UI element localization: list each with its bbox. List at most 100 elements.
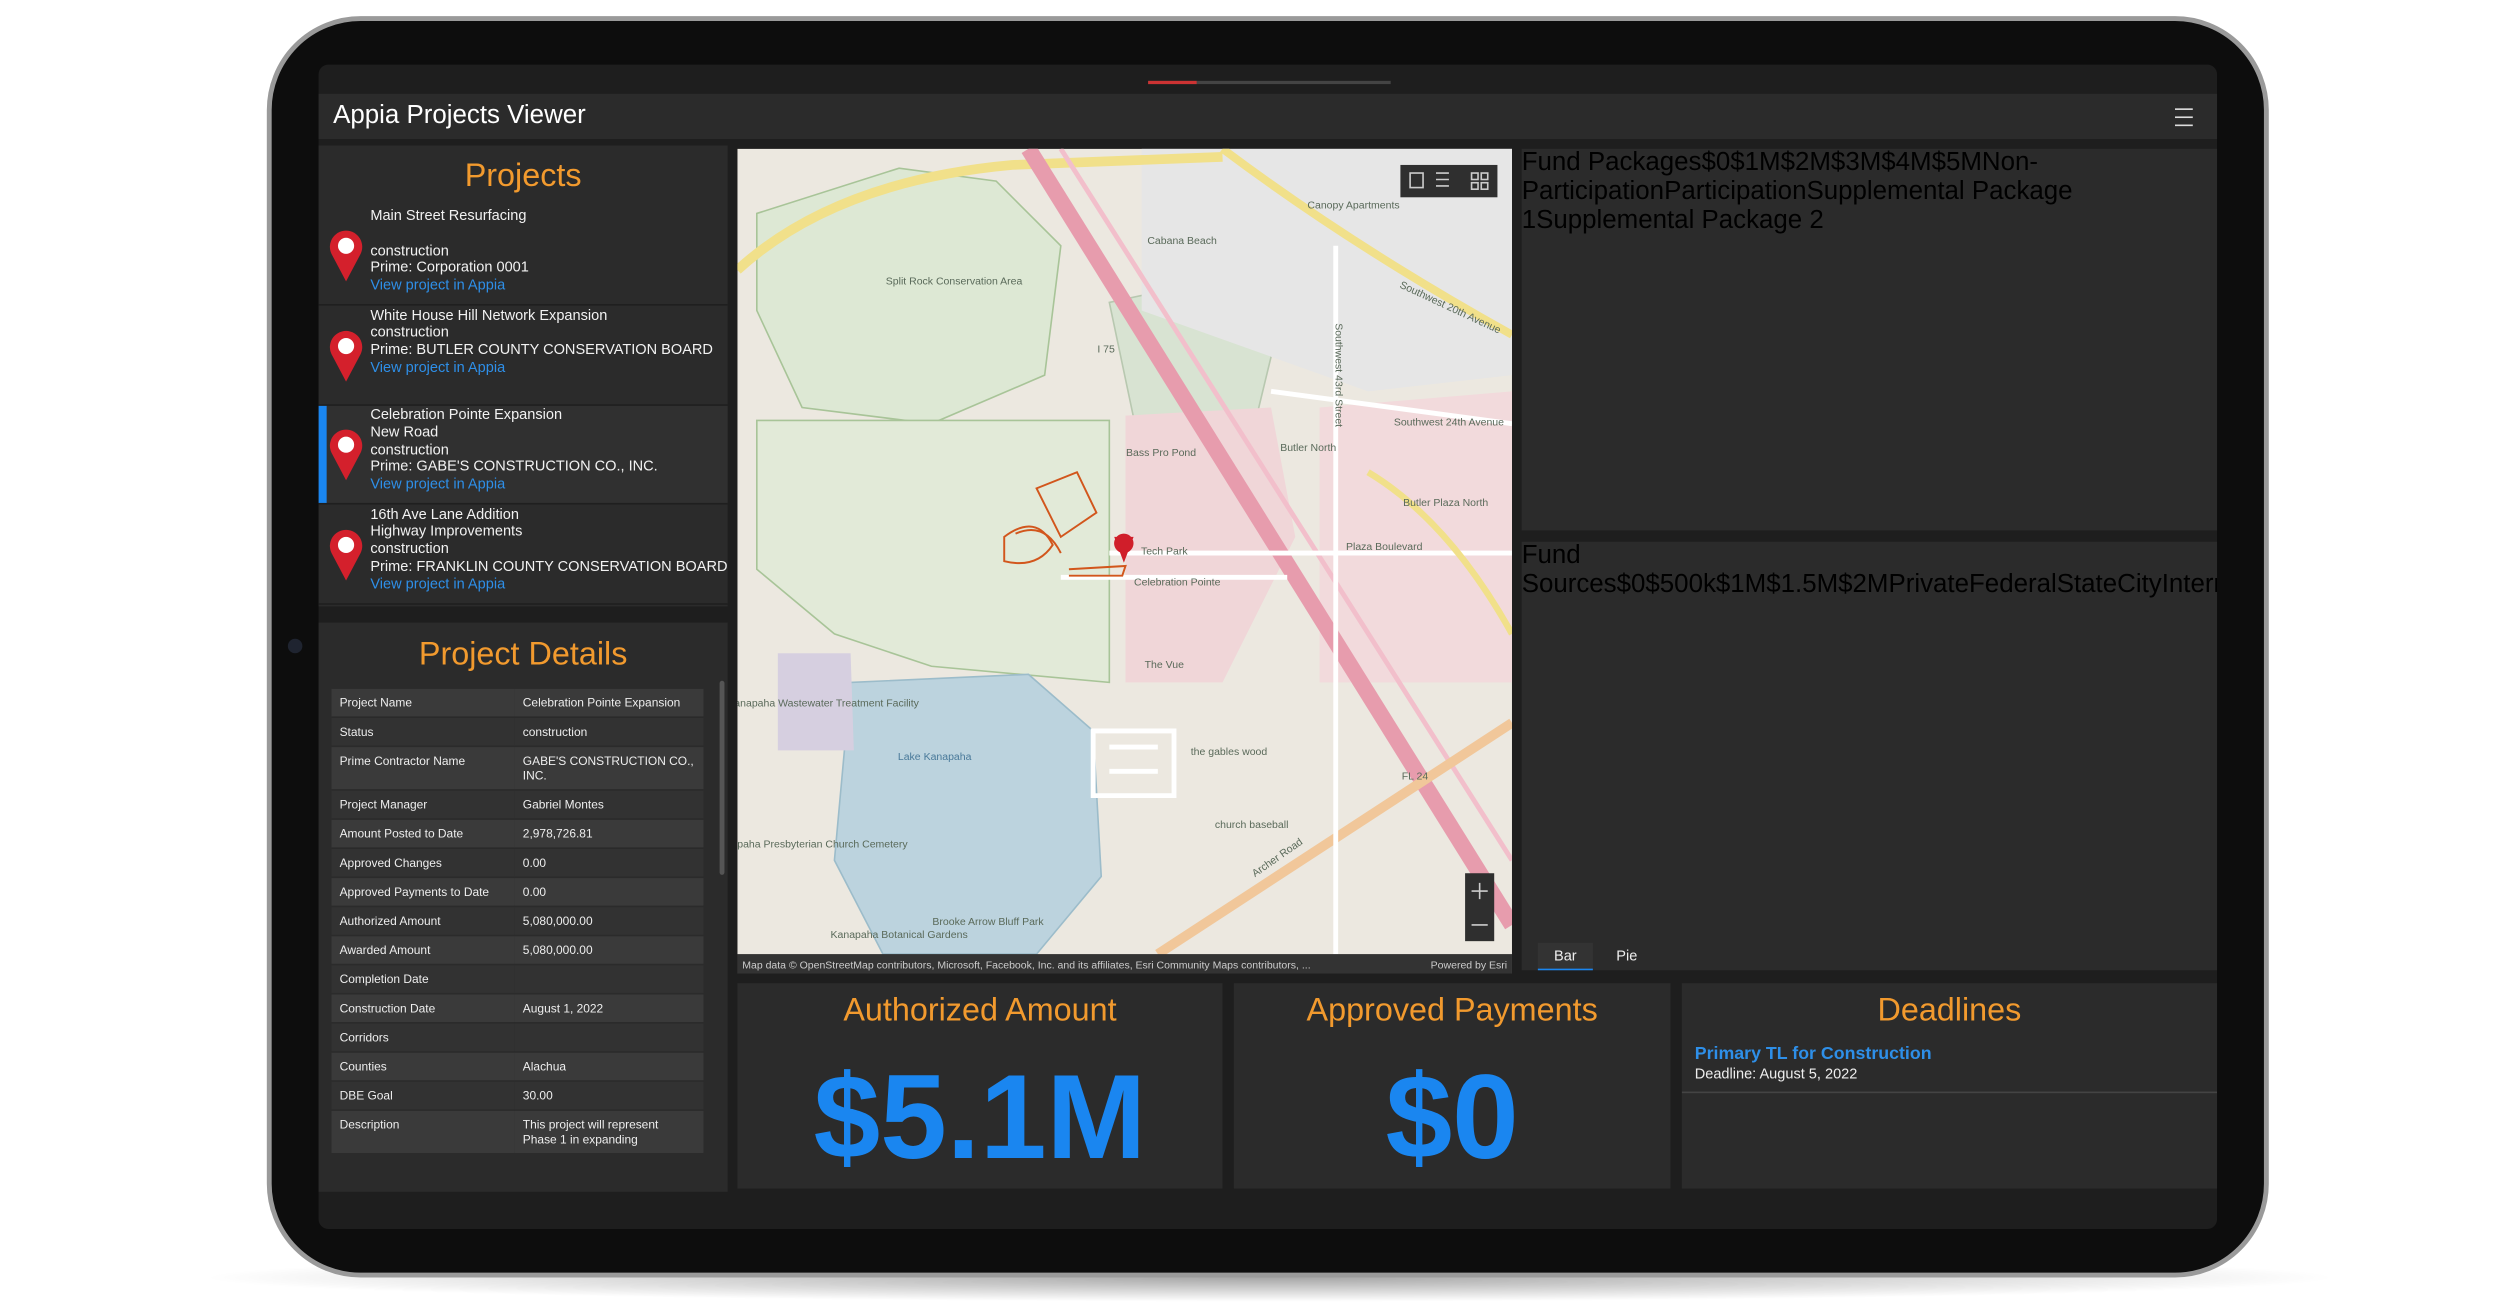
project-line: construction <box>370 323 449 341</box>
map-label: I 75 <box>1097 344 1115 356</box>
deadline-item[interactable]: Primary TL for Construction Deadline: Aug… <box>1681 1041 2218 1094</box>
fund-sources-panel: Fund Sources$0$500k$1M$1.5M$2MPrivateFed… <box>1521 541 2218 971</box>
details-row: Approved Payments to Date 0.00 <box>331 878 704 906</box>
detail-value: August 1, 2022 <box>514 994 704 1023</box>
detail-value: GABE'S CONSTRUCTION CO., INC. <box>514 747 704 790</box>
indicator-value: $5.1M <box>813 1049 1147 1184</box>
deadlines-panel: Deadlines Primary TL for Construction Dea… <box>1681 983 2218 1189</box>
menu-button[interactable] <box>2174 108 2193 127</box>
deadline-date: Deadline: August 5, 2022 <box>1694 1065 1858 1082</box>
detail-label: Description <box>331 1110 515 1153</box>
detail-label: Construction Date <box>331 994 515 1023</box>
detail-label: Project Name <box>331 688 515 717</box>
details-row: Construction Date August 1, 2022 <box>331 994 704 1023</box>
details-row: Amount Posted to Date 2,978,726.81 <box>331 819 704 848</box>
chart-tab[interactable]: Bar <box>1537 942 1593 971</box>
detail-label: Corridors <box>331 1023 515 1052</box>
project-text: 16th Ave Lane Addition Highway Improvemen… <box>370 505 727 592</box>
x-tick-label: $1M <box>1730 148 1781 177</box>
map-label: Brooke Arrow Bluff Park <box>932 916 1044 928</box>
map-label: Canopy Apartments <box>1307 200 1399 212</box>
details-row: Project Manager Gabriel Montes <box>331 790 704 819</box>
project-name: 16th Ave Lane Addition <box>370 505 519 522</box>
y-tick-label: Supplemental Package 1 <box>1521 177 2073 235</box>
fund-packages-panel: Fund Packages$0$1M$2M$3M$4M$5MNon-Partic… <box>1521 148 2218 531</box>
projects-panel: Projects Main Street Resurfacing construc… <box>318 145 728 607</box>
map-label: Tech Park <box>1141 546 1188 558</box>
map-label: Kanapaha Wastewater Treatment Facility <box>737 698 919 710</box>
map-label: Lake Kanapaha <box>898 751 972 763</box>
map-label: Butler Plaza North <box>1403 497 1488 509</box>
detail-value <box>514 1023 704 1052</box>
details-row: Completion Date <box>331 965 704 993</box>
project-text: White House Hill Network Expansion constr… <box>370 306 713 376</box>
project-item[interactable]: White House Hill Network Expansion constr… <box>318 306 728 406</box>
details-table: Project Name Celebration Pointe Expansion… <box>331 687 704 1154</box>
details-row: DBE Goal 30.00 <box>331 1081 704 1110</box>
project-line: construction <box>370 440 449 457</box>
details-panel: Project Details Project Name Celebration … <box>318 622 728 1192</box>
detail-value: 5,080,000.00 <box>514 907 704 935</box>
project-item[interactable]: Celebration Pointe Expansion New Road cons… <box>318 405 728 505</box>
project-line: Prime: Corporation 0001 <box>370 259 529 276</box>
detail-label: Counties <box>331 1052 515 1081</box>
panel-title: Deadlines <box>1877 992 2022 1029</box>
app-title: Appia Projects Viewer <box>333 101 586 130</box>
y-tick-label: Participation <box>1664 177 1807 206</box>
y-tick-label: Internal <box>2161 570 2217 599</box>
detail-label: Completion Date <box>331 965 515 993</box>
project-link[interactable]: View project in Appia <box>370 276 506 293</box>
pin-icon <box>328 327 364 382</box>
project-line: Prime: BUTLER COUNTY CONSERVATION BOARD <box>370 341 713 358</box>
details-row: Status construction <box>331 717 704 746</box>
project-item[interactable]: 16th Ave Lane Addition Highway Improvemen… <box>318 505 728 604</box>
map-label: Celebration Pointe <box>1134 576 1221 588</box>
map-label: The Vue <box>1145 659 1184 671</box>
deadline-name: Primary TL for Construction <box>1694 1044 1932 1065</box>
pin-shape <box>329 330 363 381</box>
y-tick-label: Federal <box>1968 570 2057 599</box>
project-line: Prime: GABE'S CONSTRUCTION CO., INC. <box>370 458 658 475</box>
project-item[interactable]: Main Street Resurfacing construction Prime… <box>318 207 728 306</box>
map-label: the gables wood <box>1191 746 1268 758</box>
project-text: Main Street Resurfacing construction Prime… <box>370 207 529 294</box>
detail-value: construction <box>514 717 704 746</box>
project-text: Celebration Pointe Expansion New Road cons… <box>370 406 657 493</box>
project-name: Celebration Pointe Expansion <box>370 405 563 423</box>
project-link[interactable]: View project in Appia <box>370 358 506 375</box>
chart: Fund Packages$0$1M$2M$3M$4M$5MNon-Partic… <box>1522 149 2217 236</box>
details-row: Project Name Celebration Pointe Expansion <box>331 688 704 717</box>
map-label: Bass Pro Pond <box>1126 447 1196 459</box>
project-line: construction <box>370 241 449 259</box>
project-line: Prime: FRANKLIN COUNTY CONSERVATION BOAR… <box>370 557 728 574</box>
x-tick-label: $5M <box>1931 148 1982 177</box>
detail-value: This project will represent Phase 1 in e… <box>514 1110 704 1153</box>
selected-indicator <box>318 405 327 503</box>
details-row: Authorized Amount 5,080,000.00 <box>331 907 704 935</box>
detail-label: Status <box>331 717 515 746</box>
detail-value: Alachua <box>514 1052 704 1081</box>
pin-icon <box>328 526 364 581</box>
panel-title: Projects <box>464 158 582 195</box>
chart-title: Fund Sources <box>1521 541 1617 599</box>
map-label: Cabana Beach <box>1147 235 1217 247</box>
x-tick-label: $1.5M <box>1766 570 1839 599</box>
map-label: Kanapaha Presbyterian Church Cemetery <box>737 838 908 850</box>
chart: Fund Sources$0$500k$1M$1.5M$2MPrivateFed… <box>1522 542 2217 600</box>
project-name: White House Hill Network Expansion <box>370 306 608 323</box>
pin-shape <box>329 429 363 481</box>
x-tick-label: $2M <box>1838 570 1889 599</box>
details-row: Corridors <box>331 1023 704 1052</box>
x-tick-label: $0 <box>1701 148 1731 177</box>
indicator-title: Approved Payments <box>1306 992 1598 1029</box>
indicator-title: Authorized Amount <box>843 992 1117 1029</box>
project-link[interactable]: View project in Appia <box>370 575 506 592</box>
map: Split Rock Conservation Area Canopy Apart… <box>737 148 1512 974</box>
detail-value: Gabriel Montes <box>514 790 704 819</box>
project-link[interactable]: View project in Appia <box>370 475 506 492</box>
map-label: Kanapaha Botanical Gardens <box>831 929 968 941</box>
spacer <box>370 224 529 241</box>
chart-tab[interactable]: Pie <box>1616 947 1638 964</box>
